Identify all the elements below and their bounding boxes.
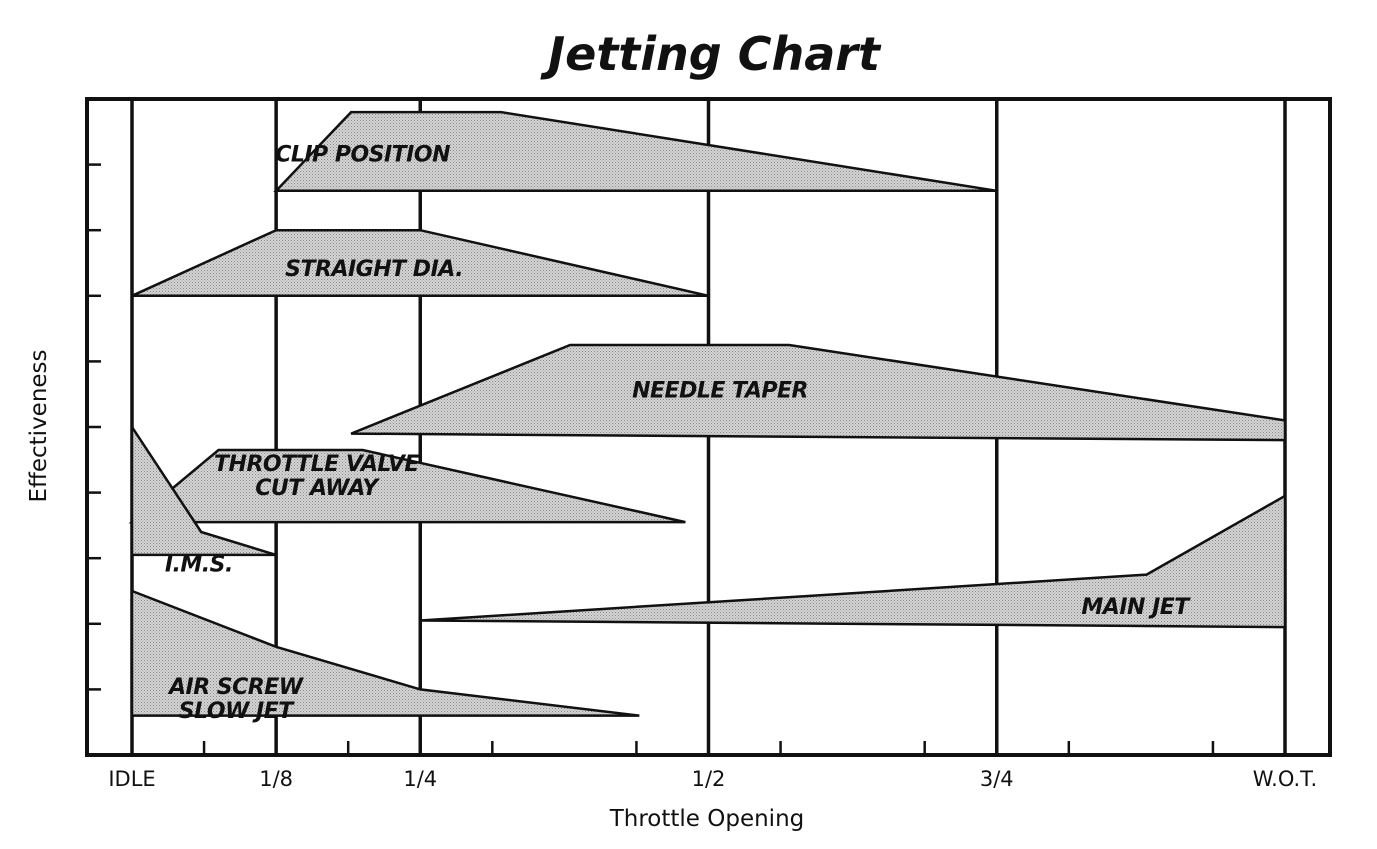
- band-clip-position: [273, 110, 997, 193]
- band-label: STRAIGHT DIA.: [285, 257, 463, 282]
- band-label-layer: CLIP POSITION STRAIGHT DIA. NEEDLE TAPER TH…: [165, 142, 1192, 724]
- band-i-m-s: [130, 422, 277, 557]
- chart-title: Jetting Chart: [540, 27, 882, 81]
- band-air-screw-slow-jet: [130, 589, 640, 717]
- y-axis-label: Effectiveness: [26, 349, 52, 502]
- x-tick-label: 3/4: [980, 767, 1014, 791]
- x-tick-label: 1/2: [692, 767, 726, 791]
- band-label: NEEDLE TAPER: [632, 378, 808, 403]
- band-straight-dia: [131, 228, 709, 298]
- band-needle-taper: [350, 343, 1287, 442]
- band-label: SLOW JET: [179, 699, 295, 724]
- plot-frame: [85, 97, 1332, 757]
- tick-layer: IDLE 1/8 1/4 1/2 3/4 W.O.T.: [87, 163, 1317, 791]
- band-label: CLIP POSITION: [275, 142, 450, 167]
- band-label: CUT AWAY: [255, 476, 380, 501]
- band-label: I.M.S.: [165, 552, 233, 577]
- x-tick-label: W.O.T.: [1253, 767, 1317, 791]
- x-tick-label: IDLE: [108, 767, 155, 791]
- x-axis-label: Throttle Opening: [609, 806, 805, 832]
- band-label: THROTTLE VALVE: [214, 452, 419, 477]
- band-label: MAIN JET: [1081, 595, 1191, 620]
- band-throttle-valve-cut-away: [128, 448, 686, 524]
- x-tick-label: 1/4: [403, 767, 437, 791]
- band-label: AIR SCREW: [167, 675, 305, 700]
- x-tick-label: 1/8: [259, 767, 293, 791]
- band-layer: [128, 110, 1287, 717]
- band-main-jet: [420, 493, 1287, 629]
